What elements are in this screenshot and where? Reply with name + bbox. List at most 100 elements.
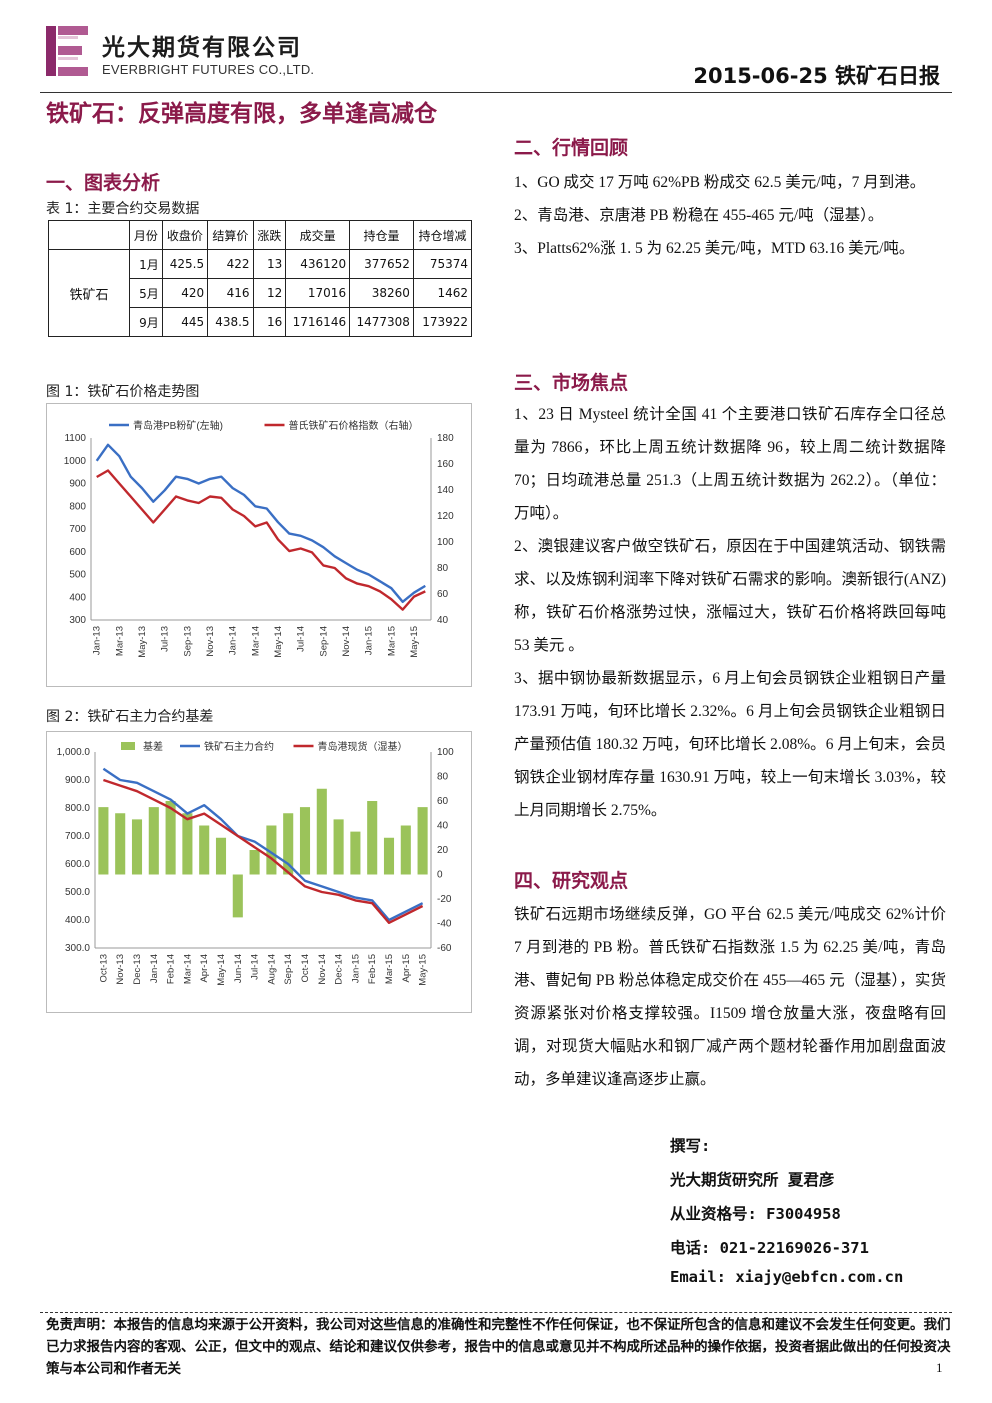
author-phone: 电话: 021-22169026-371	[670, 1239, 869, 1257]
table-row: 5月 420 416 12 17016 38260 1462	[49, 278, 473, 308]
basis-bar	[367, 801, 378, 875]
section-heading-chart-analysis: 一、图表分析	[46, 172, 161, 194]
x-tick-label: Nov-13	[115, 954, 126, 985]
x-tick-label: Feb-15	[367, 954, 378, 984]
x-tick-label: Jul-13	[160, 626, 171, 652]
basis-bar	[165, 801, 176, 875]
product-cell: 铁矿石	[48, 249, 130, 337]
table-cell: 75374	[412, 249, 473, 279]
table-cell: 420	[161, 278, 209, 308]
section-heading-research-view: 四、研究观点	[514, 870, 629, 892]
figure2-caption: 图 2：铁矿石主力合约基差	[46, 709, 214, 725]
table-cell: 17016	[285, 278, 351, 308]
x-tick-label: Jan-15	[364, 626, 375, 655]
x-tick-label: Dec-14	[334, 954, 345, 985]
basis-bar	[283, 813, 294, 875]
x-tick-label: Sep-13	[182, 626, 193, 657]
x-tick-label: Sep-14	[283, 954, 294, 985]
basis-bar	[199, 825, 210, 875]
table-cell: 16	[252, 307, 287, 337]
right-tick-label: -20	[437, 894, 452, 905]
table-cell: 425.5	[161, 249, 209, 279]
x-tick-label: Apr-15	[401, 954, 412, 983]
basis-bar	[350, 831, 361, 875]
table-header-cell: 持仓量	[349, 220, 414, 250]
company-logo	[46, 26, 88, 76]
series-line	[103, 778, 424, 925]
left-tick-label: 400	[69, 592, 86, 603]
x-tick-label: May-14	[273, 626, 284, 658]
right-tick-label: -60	[437, 943, 452, 954]
x-tick-label: Mar-15	[386, 626, 397, 656]
left-tick-label: 800	[69, 501, 86, 512]
series-line	[96, 469, 426, 611]
x-tick-label: Nov-14	[341, 626, 352, 657]
left-tick-label: 900	[69, 479, 86, 490]
paragraph: 2、澳银建议客户做空铁矿石，原因在于中国建筑活动、钢铁需求、以及炼钢利润率下降对…	[514, 538, 946, 654]
legend-label: 基差	[143, 740, 163, 753]
figure1-caption: 图 1：铁矿石价格走势图	[46, 384, 200, 400]
left-tick-label: 800.0	[65, 803, 90, 814]
left-tick-label: 600	[69, 547, 86, 558]
table-cell: 416	[207, 278, 254, 308]
price-trend-chart-frame: 300 400 500 600 700 800 900 1000 1100 40 60 80 100 12…	[46, 403, 472, 687]
basis-chart-frame: 300.0 400.0 500.0 600.0 700.0 800.0 900.0 1,000…	[46, 731, 472, 1013]
author-email: Email: xiajy@ebfcn.com.cn	[670, 1268, 904, 1286]
basis-bar	[383, 837, 395, 875]
paragraph: 1、23 日 Mysteel 统计全国 41 个主要港口铁矿石库存全口径总量为 …	[514, 406, 946, 522]
basis-bar	[400, 825, 411, 875]
left-tick-label: 1,000.0	[57, 747, 91, 758]
table-cell: 1月	[129, 249, 163, 279]
basis-bar	[131, 819, 143, 875]
x-tick-label: Jan-14	[149, 954, 160, 983]
table-cell: 377652	[349, 249, 414, 279]
section-heading-market-focus: 三、市场焦点	[514, 372, 629, 394]
series-line	[95, 443, 426, 604]
right-tick-label: 0	[437, 870, 443, 881]
x-tick-label: Jul-14	[250, 954, 261, 980]
table-cell: 12	[252, 278, 287, 308]
report-title: 铁矿石：反弹高度有限，多单逢高减仓	[46, 101, 437, 127]
right-tick-label: 80	[437, 772, 449, 783]
price-trend-chart: 300 400 500 600 700 800 900 1000 1100 40 60 80 100 12…	[64, 419, 454, 658]
report-date-title: 2015-06-25 铁矿石日报	[693, 64, 940, 88]
paragraph: 3、据中钢协最新数据显示，6 月上旬会员钢铁企业粗钢日产量 173.91 万吨，…	[514, 670, 946, 819]
basis-bar	[417, 807, 428, 875]
paragraph: 1、GO 成交 17 万吨 62%PB 粉成交 62.5 美元/吨，7 月到港。	[514, 174, 926, 191]
x-tick-label: Mar-13	[114, 626, 125, 656]
table-cell: 1716146	[285, 307, 351, 337]
left-tick-label: 300	[69, 615, 86, 626]
header-divider	[40, 92, 952, 93]
x-tick-label: May-15	[418, 954, 429, 986]
table-header-cell: 收盘价	[161, 220, 209, 250]
table-cell: 173922	[412, 307, 473, 337]
basis-bar	[249, 850, 260, 875]
table-cell: 38260	[349, 278, 414, 308]
right-tick-label: 120	[437, 511, 454, 522]
legend-label: 青岛港PB粉矿(左轴)	[133, 419, 223, 432]
table-corner-cell	[48, 220, 130, 250]
table-cell: 9月	[129, 307, 163, 337]
x-tick-label: Mar-15	[384, 954, 395, 984]
x-tick-label: May-13	[137, 626, 148, 658]
x-tick-label: May-15	[409, 626, 420, 658]
paragraph: 2、青岛港、京唐港 PB 粉稳在 455-465 元/吨（湿基）。	[514, 207, 884, 224]
left-tick-label: 900.0	[65, 775, 90, 786]
basis-bar	[182, 813, 193, 875]
left-tick-label: 600.0	[65, 859, 90, 870]
left-tick-label: 500.0	[65, 887, 90, 898]
table-header-cell: 成交量	[285, 220, 351, 250]
page-number: 1	[936, 1360, 943, 1375]
x-tick-label: Jun-14	[233, 954, 244, 983]
research-view-body: 铁矿石远期市场继续反弹，GO 平台 62.5 美元/吨成交 62%计价 7 月到…	[514, 898, 946, 1096]
x-tick-label: Feb-14	[166, 954, 177, 984]
table-row: 铁矿石 1月 425.5 422 13 436120 377652 75374	[48, 249, 473, 337]
table-cell: 1462	[412, 278, 473, 308]
left-tick-label: 400.0	[65, 915, 90, 926]
right-tick-label: 80	[437, 563, 449, 574]
x-tick-label: May-14	[216, 954, 227, 986]
x-tick-label: Apr-14	[199, 954, 210, 983]
table-cell: 5月	[129, 278, 163, 308]
right-tick-label: 100	[437, 747, 454, 758]
x-tick-label: Mar-14	[182, 954, 193, 984]
